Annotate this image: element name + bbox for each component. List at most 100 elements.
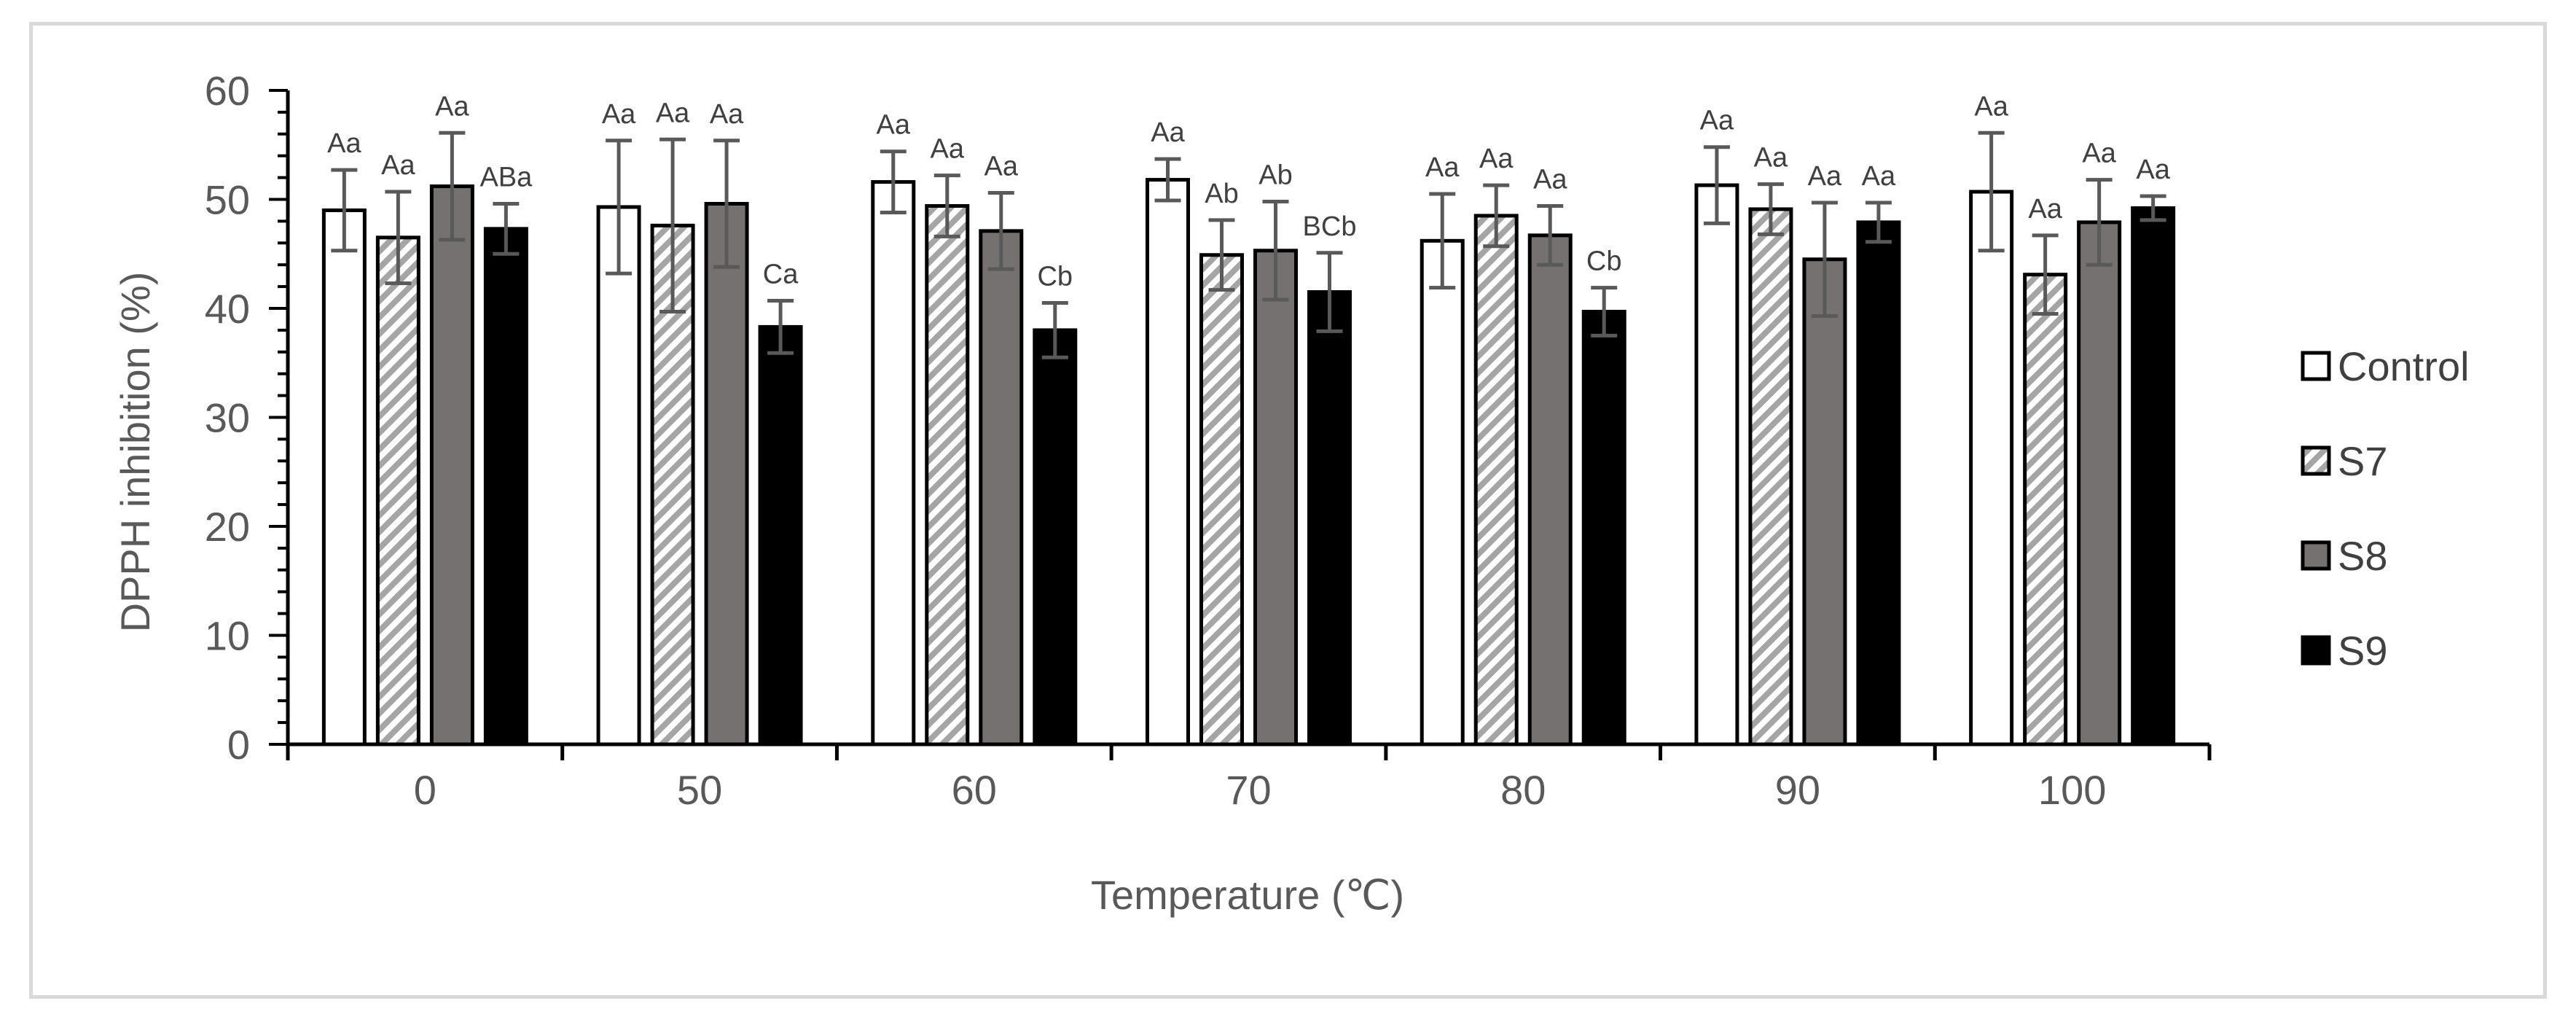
bar-s7-80 [1473, 214, 1519, 747]
bar-s7-100 [2023, 273, 2068, 747]
error-bar-s9-70 [1316, 251, 1343, 333]
bar-control-100 [1969, 190, 2014, 747]
legend-swatch-control [2301, 351, 2331, 381]
sig-label-control-60: Aa [877, 110, 911, 141]
error-bar-s8-90 [1811, 200, 1838, 318]
sig-label-s7-100: Aa [2028, 194, 2062, 225]
bar-control-60 [871, 180, 916, 747]
x-tick-label: 0 [414, 767, 436, 813]
bar-s9-80 [1581, 309, 1626, 747]
sig-label-s8-90: Aa [1808, 161, 1842, 192]
error-bar-s9-80 [1591, 286, 1618, 338]
sig-label-s9-60: Cb [1037, 262, 1073, 292]
sig-label-control-0: Aa [327, 128, 361, 159]
error-bar-control-70 [1154, 157, 1181, 203]
sig-label-s8-0: Aa [435, 91, 469, 122]
bar-control-50 [596, 205, 641, 747]
x-tick-label: 100 [2038, 767, 2106, 813]
sig-label-s7-50: Aa [656, 98, 690, 128]
legend-label-control: Control [2338, 343, 2470, 389]
bar-control-0 [321, 208, 367, 747]
error-bar-s9-100 [2140, 194, 2166, 222]
sig-label-s8-70: Ab [1258, 160, 1292, 190]
y-axis-title: DPPH inhibition (%) [112, 272, 158, 633]
x-tick-label: 60 [952, 767, 997, 813]
error-bar-control-90 [1703, 145, 1730, 225]
bar-s7-0 [375, 235, 420, 747]
sig-label-s7-70: Ab [1205, 179, 1238, 209]
sig-label-s9-90: Aa [1862, 161, 1896, 192]
error-bar-control-0 [331, 168, 358, 253]
x-axis-title: Temperature (℃) [1091, 872, 1404, 918]
y-tick-label: 40 [205, 286, 250, 332]
error-bar-s8-70 [1262, 199, 1289, 302]
bar-s8-80 [1527, 233, 1573, 747]
bar-s9-0 [483, 227, 528, 747]
sig-label-s7-60: Aa [931, 134, 965, 165]
sig-label-s8-100: Aa [2082, 139, 2116, 169]
x-tick-label: 70 [1226, 767, 1271, 813]
bar-s8-0 [429, 184, 474, 747]
y-tick-label: 60 [205, 68, 250, 114]
bar-s9-50 [758, 324, 803, 747]
bar-s8-70 [1253, 249, 1298, 747]
sig-label-s9-70: BCb [1303, 211, 1357, 242]
legend-item-s8: S8 [2301, 533, 2388, 579]
legend-swatch-s8 [2301, 540, 2331, 571]
bars-layer [321, 130, 2176, 747]
error-bar-s7-90 [1757, 182, 1784, 236]
error-bar-control-100 [1978, 130, 2005, 253]
bar-s8-90 [1802, 257, 1847, 747]
error-bar-s7-0 [385, 190, 412, 286]
error-bar-s7-80 [1483, 183, 1510, 249]
sig-label-s9-0: ABa [479, 162, 533, 192]
error-bar-control-60 [880, 149, 907, 214]
error-bar-s7-50 [659, 137, 686, 313]
error-bar-s9-90 [1865, 200, 1892, 244]
bar-s9-60 [1033, 328, 1078, 747]
bar-s7-70 [1199, 253, 1244, 747]
bar-control-70 [1146, 178, 1190, 747]
error-bar-s8-60 [987, 191, 1014, 271]
sig-label-s9-100: Aa [2136, 155, 2170, 185]
y-tick-label: 50 [205, 177, 250, 223]
bar-control-90 [1694, 183, 1739, 747]
bar-s7-60 [925, 203, 970, 747]
x-tick-label: 50 [677, 767, 722, 813]
legend-item-s7: S7 [2301, 438, 2388, 484]
sig-label-control-70: Aa [1151, 117, 1185, 148]
sig-label-control-90: Aa [1700, 106, 1734, 136]
labels-layer: Aa Aa Aa ABa Aa Aa Aa Ca Aa Aa Aa Cb Aa Ab Ab BCb Aa Aa Aa… [327, 91, 2171, 292]
legend: Control S7 S8 S9 [2301, 343, 2470, 674]
error-bar-s9-0 [493, 201, 520, 256]
sig-label-s9-50: Ca [763, 260, 799, 290]
legend-label-s9: S9 [2338, 628, 2388, 674]
error-bar-s8-50 [713, 139, 740, 269]
y-tick-label: 0 [227, 722, 250, 768]
sig-label-s8-60: Aa [984, 152, 1019, 182]
x-tick-label: 80 [1500, 767, 1546, 813]
legend-swatch-s7 [2301, 445, 2331, 476]
legend-item-s9: S9 [2301, 628, 2388, 674]
bar-s9-70 [1307, 290, 1352, 747]
legend-swatch-s9 [2301, 635, 2331, 666]
sig-label-s9-80: Cb [1586, 246, 1622, 277]
error-bar-s8-0 [439, 130, 466, 242]
bar-s7-90 [1748, 207, 1793, 747]
x-tick-label: 90 [1775, 767, 1820, 813]
bar-control-80 [1420, 238, 1465, 747]
y-tick-label: 30 [205, 395, 250, 441]
bar-s8-50 [704, 201, 749, 747]
error-bar-s8-100 [2086, 178, 2113, 267]
error-bar-control-80 [1429, 192, 1456, 290]
sig-label-control-80: Aa [1425, 152, 1460, 183]
sig-label-control-100: Aa [1974, 91, 2008, 122]
axes-layer: 0 50 60 70 80 90 100 0 10 20 30 40 50 60 [205, 68, 2212, 813]
sig-label-s7-90: Aa [1754, 143, 1788, 174]
bar-s9-100 [2131, 206, 2176, 747]
error-bar-s7-60 [933, 174, 960, 238]
y-tick-label: 20 [205, 504, 250, 550]
error-bar-s9-60 [1041, 301, 1068, 359]
error-bar-s7-100 [2032, 233, 2059, 316]
